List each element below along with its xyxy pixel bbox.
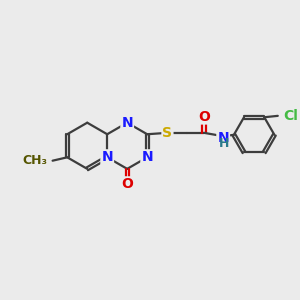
Text: N: N [218,131,229,145]
Text: O: O [198,110,210,124]
Text: N: N [141,150,153,164]
Text: O: O [121,177,133,191]
Text: CH₃: CH₃ [22,154,47,167]
Text: N: N [101,150,113,164]
Text: H: H [219,137,229,150]
Text: N: N [122,116,133,130]
Text: Cl: Cl [283,109,298,123]
Text: S: S [162,126,172,140]
